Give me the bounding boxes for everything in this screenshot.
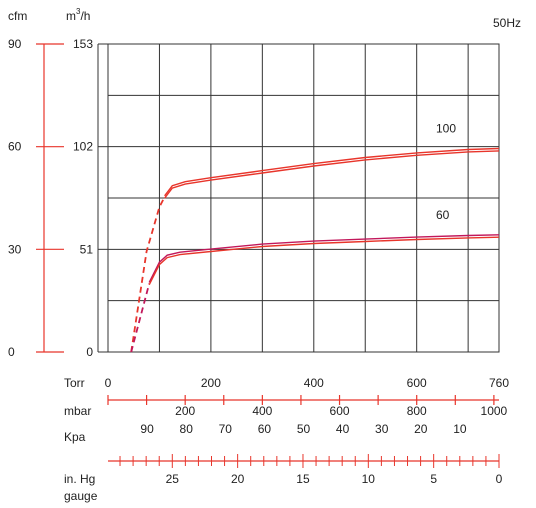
mbar-tick-label: 600	[330, 404, 350, 418]
torr-tick-label: 200	[201, 376, 221, 390]
mbar-tick-label: 1000	[481, 404, 508, 418]
torr-tick-label: 760	[489, 376, 509, 390]
series-60-dashed-line	[130, 283, 151, 353]
series-100-dashed-line	[130, 196, 166, 353]
m3h-axis-unit: m3/h	[66, 7, 90, 23]
cfm-axis: 0 30 60 90	[8, 37, 64, 359]
series-layer: 100 60	[130, 122, 500, 353]
frequency-label: 50Hz	[493, 16, 521, 30]
cfm-tick-label: 90	[8, 37, 22, 51]
inhg-tick-label: 25	[166, 472, 180, 486]
kpa-tick-label: 10	[453, 422, 467, 436]
mbar-tick-label: 200	[175, 404, 195, 418]
inhg-axis-unit-gauge: gauge	[64, 489, 98, 503]
torr-axis-unit: Torr	[64, 376, 85, 390]
inhg-tick-label: 10	[362, 472, 376, 486]
m3h-tick-label: 153	[73, 37, 93, 51]
kpa-tick-label: 30	[375, 422, 389, 436]
kpa-tick-label: 60	[258, 422, 272, 436]
series-100-label: 100	[436, 122, 456, 136]
kpa-tick-label: 90	[140, 422, 154, 436]
kpa-tick-label: 40	[336, 422, 350, 436]
kpa-axis-unit: Kpa	[64, 430, 86, 444]
m3h-tick-label: 0	[86, 345, 93, 359]
mbar-tick-label: 400	[252, 404, 272, 418]
torr-tick-label: 0	[105, 376, 112, 390]
series-100-line	[164, 147, 500, 197]
m3h-axis: 0 51 102 153	[73, 37, 108, 359]
m3h-tick-label: 102	[73, 140, 93, 154]
kpa-axis: 90 80 70 60 50 40 30 20 10	[140, 422, 466, 436]
inhg-axis-unit: in. Hg	[64, 472, 95, 486]
mbar-axis-unit: mbar	[64, 404, 91, 418]
mbar-axis: 200 400 600 800 1000	[107, 395, 508, 418]
m3h-tick-label: 51	[80, 242, 94, 256]
inhg-tick-label: 20	[231, 472, 245, 486]
inhg-tick-label: 15	[296, 472, 310, 486]
kpa-tick-label: 20	[414, 422, 428, 436]
mbar-tick-label: 800	[407, 404, 427, 418]
series-60-label: 60	[436, 208, 450, 222]
cfm-tick-label: 30	[8, 242, 22, 256]
torr-tick-label: 600	[407, 376, 427, 390]
kpa-tick-label: 70	[219, 422, 233, 436]
torr-axis: 0 200 400 600 760	[105, 376, 510, 390]
kpa-tick-label: 80	[180, 422, 194, 436]
cfm-tick-label: 60	[8, 140, 22, 154]
plot-grid	[107, 43, 500, 353]
torr-tick-label: 400	[304, 376, 324, 390]
inhg-axis: 25 20 15 10 5 0	[108, 454, 503, 486]
series-100-line-outer	[164, 150, 500, 199]
inhg-tick-label: 0	[496, 472, 503, 486]
series-60-line	[148, 234, 500, 283]
cfm-tick-label: 0	[8, 345, 15, 359]
inhg-tick-label: 5	[430, 472, 437, 486]
cfm-axis-unit: cfm	[8, 9, 27, 23]
kpa-tick-label: 50	[297, 422, 311, 436]
series-60-line-outer	[148, 236, 500, 286]
